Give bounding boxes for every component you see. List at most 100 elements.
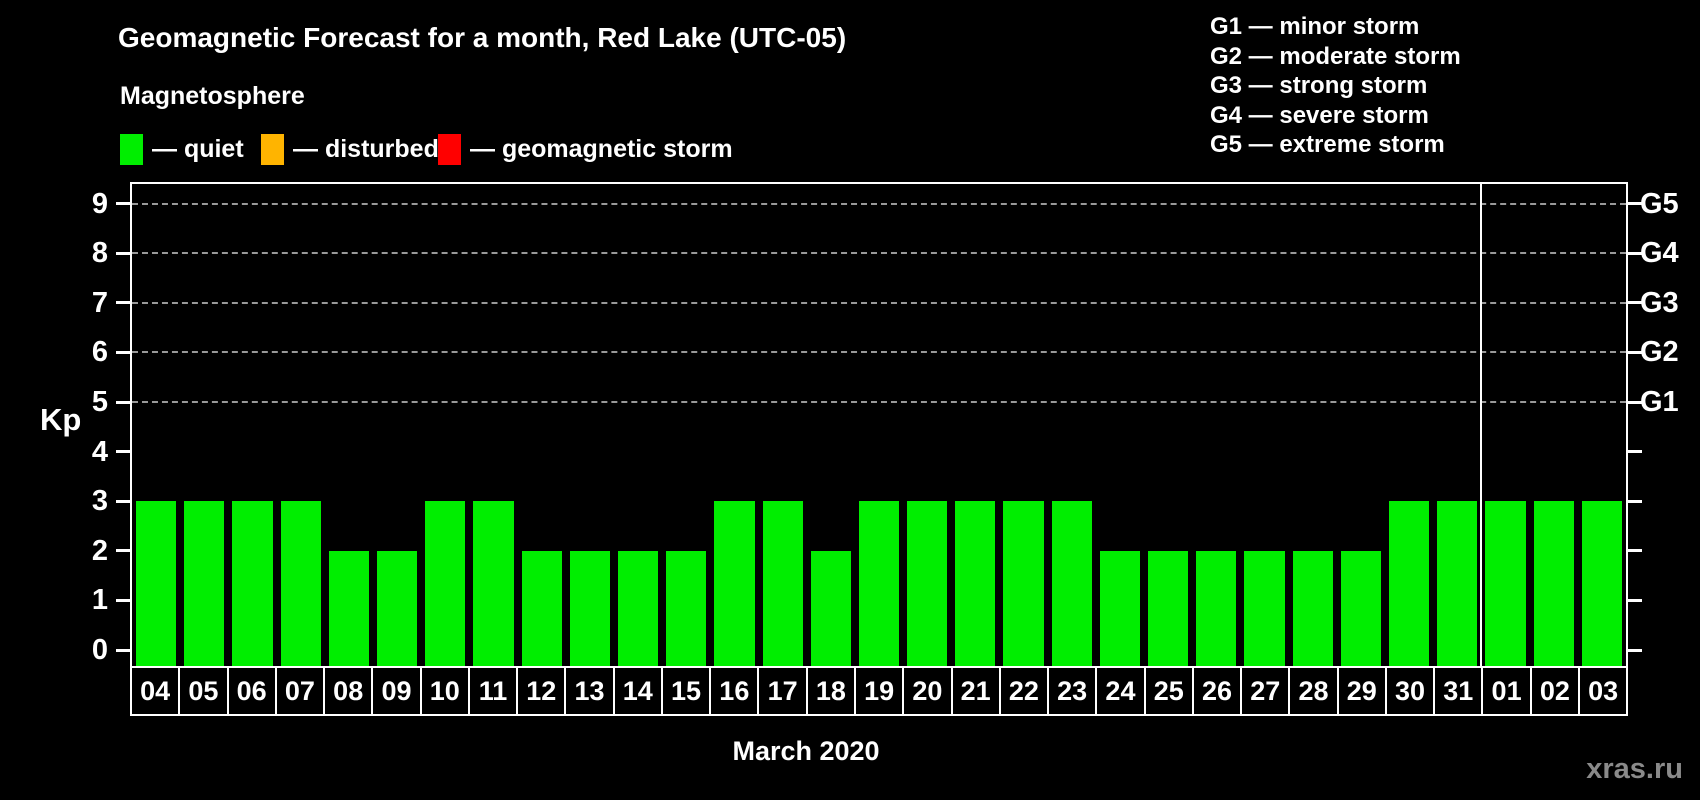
- legend-label-2: — geomagnetic storm: [470, 135, 733, 163]
- kp-bar-18: [810, 550, 851, 666]
- y-tick-label-2: 2: [91, 534, 108, 567]
- y-tick-left-7: [116, 301, 130, 305]
- y-tick-left-4: [116, 450, 130, 454]
- y-tick-left-3: [116, 499, 130, 503]
- day-cell-29: 29: [1336, 666, 1387, 716]
- g-legend-line-1: G1 — minor storm: [1210, 13, 1420, 40]
- kp-bar-08: [328, 550, 369, 666]
- kp-bar-26: [1196, 550, 1237, 666]
- legend-label-1: — disturbed: [293, 135, 439, 163]
- g-level-label-g4: G4: [1640, 237, 1679, 270]
- day-cell-18: 18: [805, 666, 856, 716]
- y-tick-label-8: 8: [91, 237, 108, 270]
- kp-bar-12: [521, 550, 562, 666]
- y-tick-left-6: [116, 350, 130, 354]
- gridline-kp6: [132, 351, 1626, 354]
- y-tick-left-0: [116, 648, 130, 652]
- kp-bar-06: [232, 501, 273, 666]
- gridline-kp9: [132, 202, 1626, 205]
- kp-bar-09: [376, 550, 418, 666]
- kp-bar-11: [473, 501, 514, 666]
- y-tick-left-8: [116, 251, 130, 255]
- day-cell-05: 05: [178, 666, 229, 716]
- day-cell-04: 04: [130, 666, 181, 716]
- month-caption: March 2020: [732, 736, 880, 766]
- kp-bar-30: [1389, 501, 1430, 666]
- y-tick-label-6: 6: [91, 336, 108, 369]
- kp-bar-14: [617, 550, 659, 666]
- day-cell-28: 28: [1288, 666, 1339, 716]
- day-cell-23: 23: [1047, 666, 1098, 716]
- y-axis-title: Kp: [40, 402, 82, 437]
- y-tick-label-3: 3: [91, 485, 108, 518]
- y-tick-right-1: [1628, 598, 1642, 602]
- y-tick-right-9: [1628, 202, 1642, 206]
- kp-bar-17: [762, 501, 803, 666]
- kp-bar-13: [569, 550, 610, 666]
- day-cell-01: 01: [1481, 666, 1532, 716]
- y-tick-right-5: [1628, 400, 1642, 404]
- kp-bar-20: [907, 501, 948, 666]
- day-cell-19: 19: [853, 666, 905, 716]
- y-tick-label-0: 0: [91, 634, 108, 666]
- y-tick-left-1: [116, 598, 130, 602]
- legend-swatch-1: [261, 134, 284, 165]
- y-tick-left-9: [116, 202, 130, 206]
- gridline-kp5: [132, 401, 1626, 403]
- kp-bar-16: [714, 501, 755, 666]
- y-tick-label-1: 1: [91, 584, 108, 617]
- kp-bar-15: [666, 550, 707, 666]
- g-legend-line-4: G4 — severe storm: [1210, 101, 1429, 129]
- day-cell-03: 03: [1577, 666, 1629, 716]
- day-cell-06: 06: [226, 666, 277, 716]
- day-cell-13: 13: [564, 666, 615, 716]
- y-tick-right-3: [1628, 499, 1642, 503]
- month-divider-line: [1480, 184, 1483, 666]
- y-tick-right-6: [1628, 350, 1642, 354]
- kp-bar-19: [858, 501, 900, 666]
- day-cell-02: 02: [1529, 666, 1580, 716]
- day-cell-27: 27: [1240, 666, 1291, 716]
- y-tick-right-8: [1628, 251, 1642, 255]
- day-axis-row: 04 05 06 07 08 09 10 11 12 13 14 15 16 17 18 19 20 21 22 23…: [130, 666, 1629, 716]
- day-cell-22: 22: [998, 666, 1050, 716]
- legend-label-0: — quiet: [152, 135, 244, 163]
- day-cell-09: 09: [371, 666, 422, 716]
- kp-bar-01: [1485, 501, 1526, 666]
- day-cell-10: 10: [419, 666, 470, 716]
- day-cell-20: 20: [902, 666, 953, 716]
- day-cell-15: 15: [660, 666, 712, 716]
- watermark: xras.ru: [1586, 753, 1683, 785]
- y-tick-right-4: [1628, 450, 1642, 454]
- g-legend-line-2: G2 — moderate storm: [1210, 42, 1461, 70]
- kp-bar-25: [1148, 550, 1189, 666]
- y-tick-right-7: [1628, 301, 1642, 305]
- y-tick-left-2: [116, 549, 130, 553]
- magnetosphere-label: Magnetosphere: [120, 82, 305, 110]
- y-tick-right-2: [1628, 549, 1642, 553]
- legend-swatch-0: [120, 134, 143, 165]
- day-cell-08: 08: [323, 666, 374, 716]
- day-cell-24: 24: [1095, 666, 1146, 716]
- gridline-kp8: [132, 252, 1626, 255]
- kp-bar-23: [1051, 501, 1092, 666]
- g-level-label-g5: G5: [1640, 187, 1679, 220]
- kp-bar-29: [1340, 550, 1382, 666]
- day-cell-30: 30: [1384, 666, 1436, 716]
- day-cell-16: 16: [709, 666, 760, 716]
- kp-bar-24: [1099, 550, 1141, 666]
- y-tick-label-4: 4: [91, 435, 108, 468]
- day-cell-11: 11: [467, 666, 519, 716]
- kp-bar-21: [955, 501, 996, 666]
- kp-bar-03: [1581, 501, 1622, 666]
- g-legend-line-3: G3 — strong storm: [1210, 72, 1428, 99]
- y-tick-left-5: [116, 400, 130, 404]
- kp-bar-31: [1437, 501, 1478, 666]
- y-tick-label-9: 9: [91, 187, 108, 220]
- g-scale-legend: G1 — minor storm G2 — moderate storm G3 — …: [1210, 12, 1461, 160]
- kp-bar-28: [1292, 550, 1333, 666]
- y-tick-label-5: 5: [91, 386, 108, 418]
- g-legend-line-5: G5 — extreme storm: [1210, 131, 1445, 158]
- kp-bar-02: [1533, 501, 1574, 666]
- gridline-kp7: [132, 301, 1626, 304]
